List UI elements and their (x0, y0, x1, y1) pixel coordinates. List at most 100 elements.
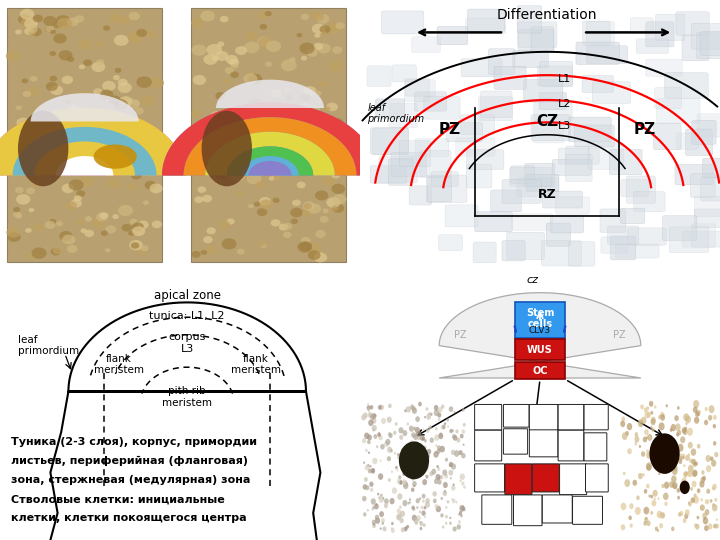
Circle shape (35, 153, 50, 164)
Circle shape (96, 213, 107, 221)
Circle shape (463, 443, 464, 446)
Circle shape (334, 169, 341, 174)
Circle shape (652, 442, 657, 449)
Circle shape (462, 408, 464, 411)
Circle shape (398, 475, 401, 479)
FancyBboxPatch shape (656, 14, 685, 40)
Circle shape (377, 432, 381, 437)
Circle shape (690, 487, 693, 491)
Text: CZ: CZ (536, 114, 558, 129)
Circle shape (78, 39, 92, 50)
Circle shape (672, 482, 678, 489)
Circle shape (219, 220, 230, 229)
Circle shape (459, 511, 462, 515)
Circle shape (380, 460, 382, 462)
Circle shape (312, 105, 320, 112)
Circle shape (461, 482, 464, 485)
Circle shape (647, 452, 652, 459)
Circle shape (436, 465, 439, 468)
Circle shape (408, 454, 410, 457)
Circle shape (129, 136, 142, 146)
Text: CLV3: CLV3 (529, 326, 551, 335)
Circle shape (215, 51, 228, 61)
Circle shape (420, 435, 425, 441)
Polygon shape (184, 117, 356, 176)
Circle shape (330, 22, 339, 29)
Circle shape (443, 482, 448, 488)
Circle shape (441, 426, 443, 429)
Circle shape (623, 471, 626, 475)
Circle shape (443, 490, 447, 496)
Circle shape (369, 441, 371, 444)
Circle shape (331, 206, 338, 211)
Circle shape (384, 498, 389, 504)
Circle shape (320, 25, 330, 33)
Circle shape (369, 482, 374, 487)
Circle shape (257, 11, 267, 19)
Circle shape (103, 25, 110, 31)
Circle shape (120, 16, 131, 24)
Circle shape (412, 408, 417, 414)
Circle shape (20, 9, 35, 20)
Circle shape (216, 137, 222, 141)
Circle shape (215, 92, 226, 100)
FancyBboxPatch shape (373, 128, 408, 154)
Circle shape (451, 485, 456, 491)
Circle shape (264, 113, 279, 125)
Circle shape (117, 79, 128, 86)
Circle shape (419, 497, 421, 500)
FancyBboxPatch shape (456, 138, 495, 156)
FancyBboxPatch shape (488, 49, 515, 75)
Circle shape (332, 46, 342, 54)
Circle shape (323, 208, 329, 213)
Circle shape (422, 437, 424, 441)
FancyBboxPatch shape (569, 117, 611, 142)
Circle shape (646, 464, 652, 471)
FancyBboxPatch shape (474, 404, 502, 430)
Circle shape (436, 505, 441, 512)
Circle shape (662, 457, 668, 465)
FancyBboxPatch shape (412, 37, 441, 52)
Circle shape (106, 97, 112, 102)
Circle shape (191, 18, 204, 28)
Circle shape (411, 488, 415, 492)
Circle shape (705, 499, 709, 504)
Circle shape (664, 469, 668, 474)
Circle shape (646, 484, 649, 489)
Circle shape (708, 415, 712, 421)
FancyBboxPatch shape (566, 146, 590, 164)
Circle shape (109, 113, 117, 119)
FancyArrowPatch shape (564, 326, 565, 332)
Circle shape (390, 498, 395, 504)
Circle shape (684, 427, 687, 431)
FancyBboxPatch shape (392, 65, 416, 82)
Circle shape (416, 506, 419, 509)
Circle shape (420, 527, 422, 530)
Circle shape (228, 130, 243, 141)
Circle shape (384, 503, 388, 508)
Circle shape (380, 444, 384, 450)
Circle shape (406, 406, 411, 413)
Circle shape (297, 33, 302, 37)
FancyBboxPatch shape (479, 97, 513, 120)
Circle shape (660, 512, 665, 519)
Circle shape (397, 509, 401, 514)
Circle shape (387, 456, 391, 461)
Circle shape (445, 522, 447, 525)
Circle shape (671, 526, 675, 531)
Circle shape (295, 120, 310, 131)
Circle shape (403, 449, 407, 454)
Circle shape (50, 219, 56, 224)
Circle shape (118, 99, 130, 107)
Circle shape (248, 204, 254, 208)
Circle shape (658, 436, 662, 440)
FancyBboxPatch shape (601, 237, 628, 253)
Circle shape (285, 95, 292, 100)
Circle shape (451, 429, 454, 433)
FancyBboxPatch shape (558, 430, 584, 461)
Circle shape (50, 76, 57, 82)
FancyBboxPatch shape (415, 139, 449, 157)
Circle shape (81, 177, 94, 187)
Circle shape (684, 514, 688, 519)
Text: RZ: RZ (538, 188, 557, 201)
